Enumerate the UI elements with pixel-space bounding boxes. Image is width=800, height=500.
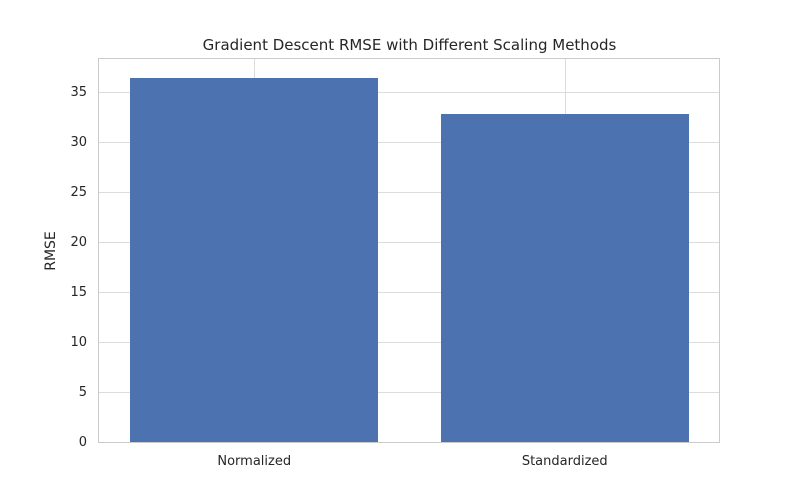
y-tick-label: 10 [70, 335, 87, 350]
gridline-horizontal [99, 292, 720, 293]
chart-title: Gradient Descent RMSE with Different Sca… [202, 36, 617, 54]
y-tick-label: 20 [70, 235, 87, 250]
gridline-horizontal [99, 142, 720, 143]
y-tick-label: 15 [70, 285, 87, 300]
y-tick-label: 30 [70, 135, 87, 150]
x-tick-label: Standardized [521, 454, 608, 469]
y-tick-label: 35 [70, 85, 87, 100]
plot-area [99, 59, 720, 443]
bar-normalized [130, 78, 379, 443]
gridline-horizontal [99, 92, 720, 93]
y-tick-label: 0 [78, 435, 87, 450]
gridline-horizontal [99, 442, 720, 443]
gridline-horizontal [99, 342, 720, 343]
gridline-horizontal [99, 392, 720, 393]
y-tick-label: 5 [78, 385, 87, 400]
x-tick-label: Normalized [217, 454, 292, 469]
y-tick-label: 25 [70, 185, 87, 200]
gridline-horizontal [99, 192, 720, 193]
bar-standardized [440, 114, 689, 443]
gridline-horizontal [99, 242, 720, 243]
